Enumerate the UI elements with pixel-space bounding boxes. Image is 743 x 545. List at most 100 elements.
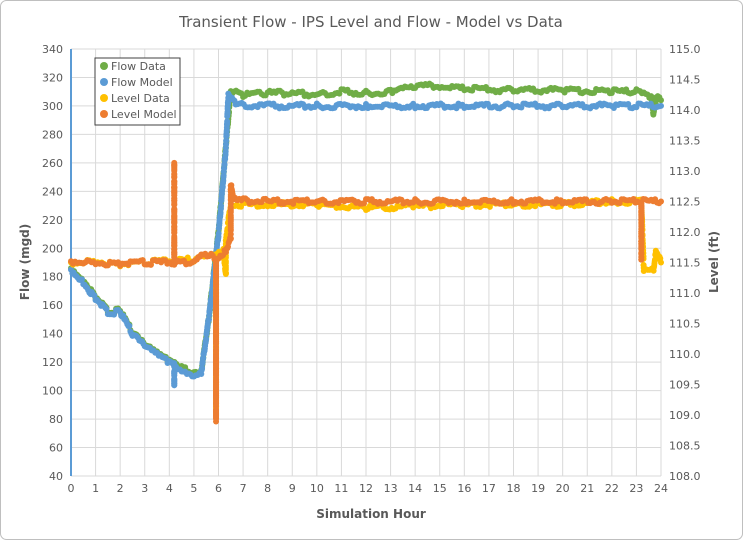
y-tick-label: 80 <box>49 413 63 426</box>
x-tick-label: 11 <box>334 482 348 495</box>
y-tick-label: 200 <box>42 242 63 255</box>
y2-tick-label: 113.0 <box>669 165 701 178</box>
y-tick-label: 280 <box>42 128 63 141</box>
data-point <box>658 259 664 266</box>
y-tick-label: 300 <box>42 100 63 113</box>
legend-marker <box>100 110 108 118</box>
y-tick-label: 180 <box>42 271 63 284</box>
y2-tick-label: 109.0 <box>669 409 701 422</box>
x-tick-label: 10 <box>310 482 324 495</box>
legend-label: Level Model <box>111 108 177 121</box>
data-point <box>171 229 178 236</box>
y2-tick-label: 112.0 <box>669 226 701 239</box>
y2-tick-label: 114.5 <box>669 74 701 87</box>
y-tick-label: 260 <box>42 157 63 170</box>
y-tick-label: 140 <box>42 328 63 341</box>
data-point <box>213 288 220 295</box>
y2-tick-label: 108.5 <box>669 440 701 453</box>
y-tick-label: 100 <box>42 385 63 398</box>
y2-tick-label: 110.5 <box>669 318 701 331</box>
y2-tick-label: 115.0 <box>669 43 701 56</box>
data-point <box>171 174 178 181</box>
x-tick-label: 13 <box>384 482 398 495</box>
x-tick-label: 16 <box>457 482 471 495</box>
data-point <box>171 201 178 208</box>
data-point <box>203 335 210 342</box>
data-point <box>218 202 225 209</box>
x-tick-label: 23 <box>629 482 643 495</box>
data-point <box>199 364 206 371</box>
data-point <box>215 230 222 237</box>
x-tick-label: 8 <box>264 482 271 495</box>
y-tick-label: 60 <box>49 442 63 455</box>
chart-title: Transient Flow - IPS Level and Flow - Mo… <box>178 13 563 31</box>
y-tick-label: 220 <box>42 214 63 227</box>
y2-tick-label: 113.5 <box>669 135 701 148</box>
x-tick-label: 15 <box>433 482 447 495</box>
x-tick-label: 3 <box>141 482 148 495</box>
y2-tick-label: 114.0 <box>669 104 701 117</box>
legend-label: Level Data <box>111 92 170 105</box>
y2-tick-label: 112.5 <box>669 196 701 209</box>
y2-tick-label: 111.0 <box>669 287 701 300</box>
x-tick-label: 2 <box>117 482 124 495</box>
y2-tick-label: 111.5 <box>669 257 701 270</box>
data-point <box>658 102 664 109</box>
data-point <box>147 261 154 268</box>
data-point <box>638 256 645 263</box>
legend-label: Flow Model <box>111 76 173 89</box>
tick-labels: 0 1 2 3 4 5 6 7 8 9 10 11 12 13 14 15 16 17 18 19 20 21 22 23 24… <box>42 43 701 495</box>
data-point <box>213 400 220 407</box>
x-tick-label: 4 <box>166 482 173 495</box>
x-tick-label: 21 <box>580 482 594 495</box>
y-tick-label: 240 <box>42 185 63 198</box>
legend-marker <box>100 78 108 86</box>
legend: Flow Data Flow Model Level Data Level Model <box>94 57 181 126</box>
y-tick-label: 40 <box>49 470 63 483</box>
data-point <box>126 322 133 329</box>
legend-marker <box>100 94 108 102</box>
x-tick-label: 14 <box>408 482 422 495</box>
legend-label: Flow Data <box>111 60 166 73</box>
x-tick-label: 5 <box>190 482 197 495</box>
x-tick-label: 7 <box>240 482 247 495</box>
y2-tick-label: 108.0 <box>669 470 701 483</box>
y-tick-label: 160 <box>42 299 63 312</box>
y-tick-label: 120 <box>42 356 63 369</box>
y-tick-label: 320 <box>42 71 63 84</box>
y2-axis-label: Level (ft) <box>707 231 721 293</box>
x-tick-label: 6 <box>215 482 222 495</box>
x-tick-label: 12 <box>359 482 373 495</box>
data-point <box>213 374 220 381</box>
y2-tick-label: 109.5 <box>669 379 701 392</box>
data-point <box>658 97 664 104</box>
x-tick-label: 17 <box>482 482 496 495</box>
data-point <box>227 235 234 242</box>
x-axis-label: Simulation Hour <box>316 507 426 521</box>
data-points <box>68 80 664 425</box>
x-tick-label: 22 <box>605 482 619 495</box>
data-point <box>224 118 231 125</box>
data-point <box>111 311 118 318</box>
x-tick-label: 9 <box>289 482 296 495</box>
data-point <box>213 406 220 413</box>
x-tick-label: 19 <box>531 482 545 495</box>
y-axis-label: Flow (mgd) <box>18 224 32 300</box>
legend-marker <box>100 62 108 70</box>
x-tick-label: 24 <box>654 482 668 495</box>
y2-tick-label: 110.0 <box>669 348 701 361</box>
data-point <box>658 198 664 205</box>
data-point <box>213 278 220 285</box>
x-tick-label: 0 <box>68 482 75 495</box>
legend-box <box>94 57 181 126</box>
data-point <box>638 226 645 233</box>
data-point <box>78 276 85 283</box>
data-point <box>103 306 110 313</box>
x-tick-label: 18 <box>507 482 521 495</box>
x-tick-label: 1 <box>92 482 99 495</box>
data-point <box>213 346 220 353</box>
y-tick-label: 340 <box>42 43 63 56</box>
x-tick-label: 20 <box>556 482 570 495</box>
